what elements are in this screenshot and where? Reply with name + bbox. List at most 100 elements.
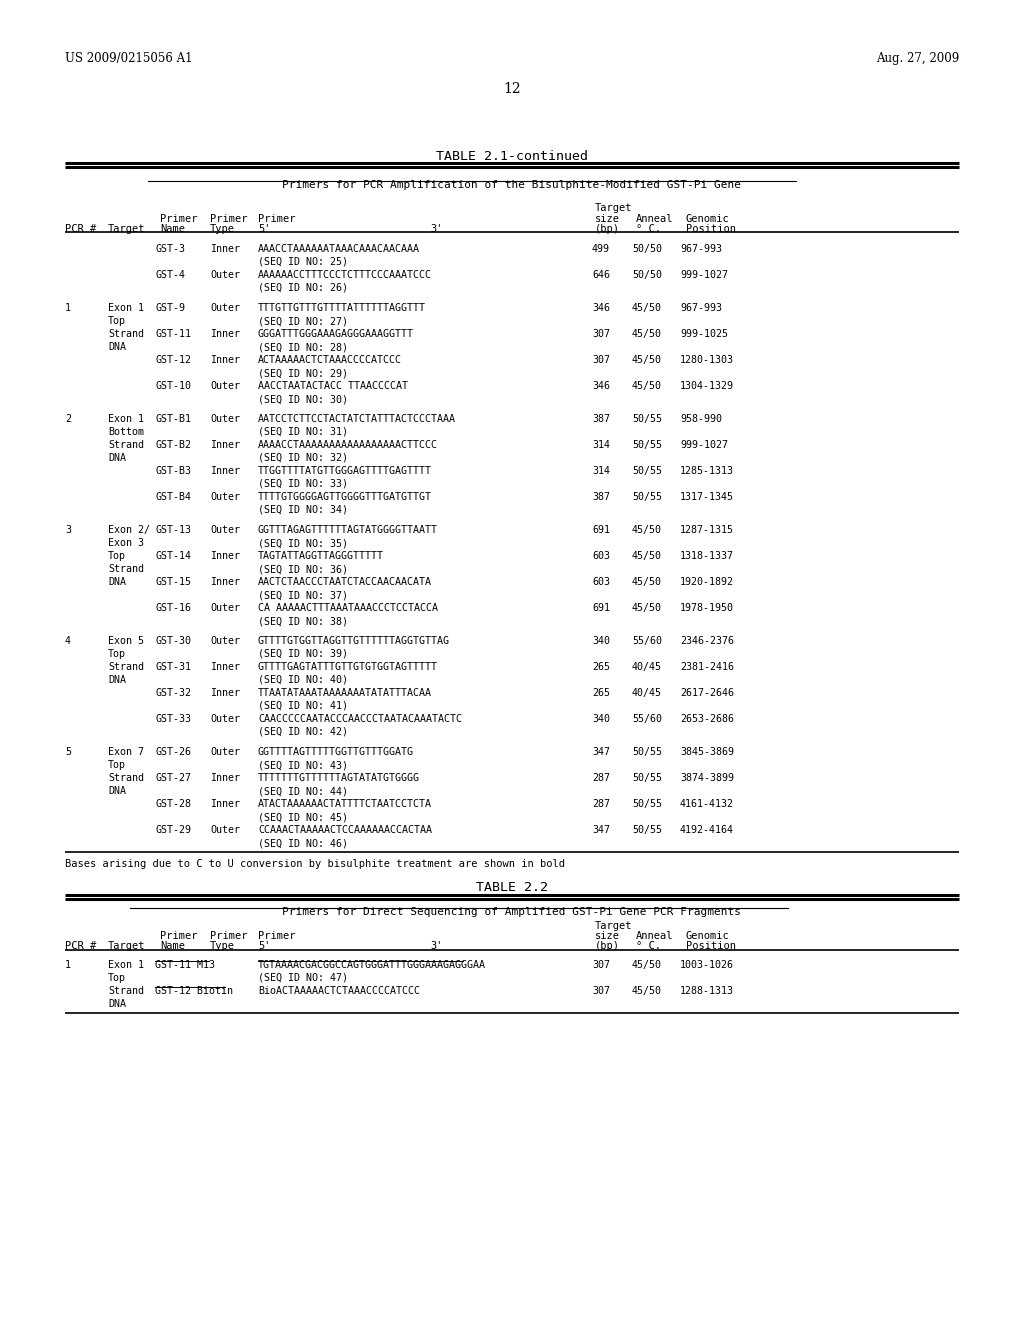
Text: 1920-1892: 1920-1892 (680, 577, 734, 587)
Text: 603: 603 (592, 550, 610, 561)
Text: AACCTAATACTACC TTAACCCCAT: AACCTAATACTACC TTAACCCCAT (258, 381, 408, 391)
Text: Top: Top (108, 760, 126, 770)
Text: 50/50: 50/50 (632, 271, 662, 280)
Text: Inner: Inner (210, 663, 240, 672)
Text: 1003-1026: 1003-1026 (680, 960, 734, 970)
Text: GST-31: GST-31 (155, 663, 191, 672)
Text: 1: 1 (65, 960, 71, 970)
Text: 3': 3' (430, 941, 442, 950)
Text: Exon 1: Exon 1 (108, 414, 144, 424)
Text: 3845-3869: 3845-3869 (680, 747, 734, 756)
Text: AAACCTAAAAAATAAACAAACAACAAA: AAACCTAAAAAATAAACAAACAACAAA (258, 244, 420, 253)
Text: GST-9: GST-9 (155, 304, 185, 313)
Text: (SEQ ID NO: 29): (SEQ ID NO: 29) (258, 368, 348, 378)
Text: 2346-2376: 2346-2376 (680, 636, 734, 645)
Text: 55/60: 55/60 (632, 636, 662, 645)
Text: 50/55: 50/55 (632, 825, 662, 836)
Text: (SEQ ID NO: 28): (SEQ ID NO: 28) (258, 342, 348, 352)
Text: PCR #: PCR # (65, 224, 96, 234)
Text: Exon 3: Exon 3 (108, 539, 144, 548)
Text: 1285-1313: 1285-1313 (680, 466, 734, 477)
Text: ACTAAAAACTCTAAACCCCATCCC: ACTAAAAACTCTAAACCCCATCCC (258, 355, 402, 366)
Text: Aug. 27, 2009: Aug. 27, 2009 (876, 51, 959, 65)
Text: AATCCTCTTCCTACTATCTATTTACTCCCTAAA: AATCCTCTTCCTACTATCTATTTACTCCCTAAA (258, 414, 456, 424)
Text: 4: 4 (65, 636, 71, 645)
Text: Strand: Strand (108, 440, 144, 450)
Text: Inner: Inner (210, 774, 240, 783)
Text: Type: Type (210, 941, 234, 950)
Text: 603: 603 (592, 577, 610, 587)
Text: GST-26: GST-26 (155, 747, 191, 756)
Text: 999-1025: 999-1025 (680, 329, 728, 339)
Text: 347: 347 (592, 825, 610, 836)
Text: Bottom: Bottom (108, 426, 144, 437)
Text: 1978-1950: 1978-1950 (680, 603, 734, 612)
Text: CAACCCCCAATACCCAACCCTAATACAAATACTC: CAACCCCCAATACCCAACCCTAATACAAATACTC (258, 714, 462, 723)
Text: 499: 499 (592, 244, 610, 253)
Text: (SEQ ID NO: 32): (SEQ ID NO: 32) (258, 453, 348, 463)
Text: 999-1027: 999-1027 (680, 440, 728, 450)
Text: 4192-4164: 4192-4164 (680, 825, 734, 836)
Text: GGTTTAGAGTTTTTTAGTATGGGGTTAATT: GGTTTAGAGTTTTTTAGTATGGGGTTAATT (258, 525, 438, 535)
Text: Primer: Primer (160, 931, 198, 941)
Text: Genomic: Genomic (686, 214, 730, 224)
Text: TTGGTTTTATGTTGGGAGTTTTGAGTTTT: TTGGTTTTATGTTGGGAGTTTTGAGTTTT (258, 466, 432, 477)
Text: 646: 646 (592, 271, 610, 280)
Text: Primer: Primer (258, 931, 296, 941)
Text: BioACTAAAAACTCTAAACCCCATCCC: BioACTAAAAACTCTAAACCCCATCCC (258, 986, 420, 997)
Text: Primers for PCR Amplification of the Bisulphite-Modified GST-Pi Gene: Primers for PCR Amplification of the Bis… (283, 180, 741, 190)
Text: Primer: Primer (160, 214, 198, 224)
Text: DNA: DNA (108, 342, 126, 352)
Text: 340: 340 (592, 714, 610, 723)
Text: Inner: Inner (210, 550, 240, 561)
Text: US 2009/0215056 A1: US 2009/0215056 A1 (65, 51, 193, 65)
Text: 50/55: 50/55 (632, 466, 662, 477)
Text: Strand: Strand (108, 774, 144, 783)
Text: (SEQ ID NO: 40): (SEQ ID NO: 40) (258, 675, 348, 685)
Text: Exon 1: Exon 1 (108, 304, 144, 313)
Text: GST-27: GST-27 (155, 774, 191, 783)
Text: (SEQ ID NO: 41): (SEQ ID NO: 41) (258, 701, 348, 711)
Text: Outer: Outer (210, 636, 240, 645)
Text: 1317-1345: 1317-1345 (680, 492, 734, 502)
Text: (SEQ ID NO: 42): (SEQ ID NO: 42) (258, 727, 348, 737)
Text: 2: 2 (65, 414, 71, 424)
Text: Exon 5: Exon 5 (108, 636, 144, 645)
Text: Top: Top (108, 315, 126, 326)
Text: 307: 307 (592, 329, 610, 339)
Text: 307: 307 (592, 986, 610, 997)
Text: 2381-2416: 2381-2416 (680, 663, 734, 672)
Text: 3: 3 (65, 525, 71, 535)
Text: Position: Position (686, 941, 736, 950)
Text: AACTCTAACCCTAATCTACCAACAACATA: AACTCTAACCCTAATCTACCAACAACATA (258, 577, 432, 587)
Text: Outer: Outer (210, 304, 240, 313)
Text: 967-993: 967-993 (680, 304, 722, 313)
Text: 1288-1313: 1288-1313 (680, 986, 734, 997)
Text: 45/50: 45/50 (632, 550, 662, 561)
Text: 314: 314 (592, 440, 610, 450)
Text: Strand: Strand (108, 986, 144, 997)
Text: (SEQ ID NO: 35): (SEQ ID NO: 35) (258, 539, 348, 548)
Text: 55/60: 55/60 (632, 714, 662, 723)
Text: TGTAAAACGACGGCCAGTGGGATTTGGGAAAGAGGGAA: TGTAAAACGACGGCCAGTGGGATTTGGGAAAGAGGGAA (258, 960, 486, 970)
Text: Top: Top (108, 973, 126, 983)
Text: Primer: Primer (210, 931, 248, 941)
Text: (bp): (bp) (595, 941, 620, 950)
Text: TABLE 2.1-continued: TABLE 2.1-continued (436, 150, 588, 162)
Text: Primer: Primer (210, 214, 248, 224)
Text: 347: 347 (592, 747, 610, 756)
Text: AAAAAACCTTTCCCTCTTTCCCAAATCCC: AAAAAACCTTTCCCTCTTTCCCAAATCCC (258, 271, 432, 280)
Text: TTAATATAAATAAAAAAATATATTTACAA: TTAATATAAATAAAAAAATATATTTACAA (258, 688, 432, 698)
Text: Inner: Inner (210, 244, 240, 253)
Text: Exon 1: Exon 1 (108, 960, 144, 970)
Text: 2617-2646: 2617-2646 (680, 688, 734, 698)
Text: GST-12 Biotin: GST-12 Biotin (155, 986, 233, 997)
Text: 50/50: 50/50 (632, 244, 662, 253)
Text: Anneal: Anneal (636, 214, 674, 224)
Text: 45/50: 45/50 (632, 381, 662, 391)
Text: 2653-2686: 2653-2686 (680, 714, 734, 723)
Text: DNA: DNA (108, 999, 126, 1008)
Text: 45/50: 45/50 (632, 577, 662, 587)
Text: 287: 287 (592, 799, 610, 809)
Text: Inner: Inner (210, 577, 240, 587)
